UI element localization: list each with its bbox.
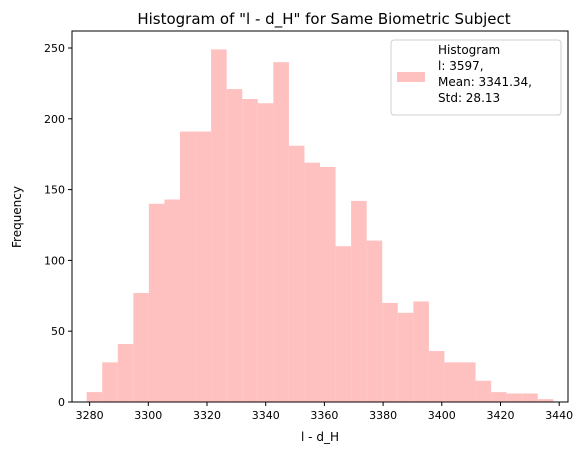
histogram-bar-7 <box>180 131 196 403</box>
y-axis-ticks: 0 50 100 150 200 250 <box>44 42 72 409</box>
histogram-bar-25 <box>460 362 476 402</box>
histogram-bar-22 <box>413 301 429 402</box>
histogram-bar-26 <box>475 380 492 402</box>
y-tick-label: 50 <box>51 325 65 338</box>
x-tick-label: 3320 <box>193 409 221 422</box>
histogram-bar-29 <box>522 393 538 402</box>
x-tick-label: 3400 <box>428 409 456 422</box>
legend-swatch <box>397 72 425 82</box>
histogram-bar-10 <box>226 89 243 402</box>
x-tick-label: 3380 <box>369 409 397 422</box>
histogram-bar-18 <box>351 200 367 402</box>
histogram-bar-13 <box>273 62 289 403</box>
y-tick-label: 250 <box>44 42 65 55</box>
bars-layer <box>86 49 554 403</box>
histogram-bar-27 <box>491 392 507 402</box>
y-tick-label: 100 <box>44 254 65 267</box>
histogram-bar-1 <box>86 392 103 402</box>
x-tick-label: 3300 <box>134 409 162 422</box>
legend-line-1: Histogram <box>438 43 500 57</box>
histogram-bar-16 <box>320 166 336 402</box>
histogram-bar-4 <box>133 292 149 402</box>
histogram-bar-20 <box>382 302 398 402</box>
histogram-bar-21 <box>397 312 414 402</box>
y-tick-label: 150 <box>44 184 65 197</box>
histogram-bar-28 <box>506 393 523 402</box>
histogram-bar-6 <box>164 199 181 402</box>
histogram-bar-8 <box>195 131 212 403</box>
legend: Histogram l: 3597, Mean: 3341.34, Std: 2… <box>390 39 562 116</box>
histogram-bar-15 <box>304 162 320 402</box>
y-tick-label: 200 <box>44 113 65 126</box>
histogram-bar-9 <box>211 49 227 402</box>
histogram-bar-3 <box>117 343 134 402</box>
chart-title: Histogram of "l - d_H" for Same Biometri… <box>137 10 510 29</box>
x-tick-label: 3420 <box>486 409 514 422</box>
histogram-bar-11 <box>242 98 258 402</box>
histogram-bar-30 <box>537 399 554 402</box>
x-tick-label: 3440 <box>545 409 573 422</box>
histogram-bar-5 <box>148 203 165 402</box>
histogram-bar-23 <box>428 351 445 402</box>
legend-line-4: Std: 28.13 <box>438 91 500 105</box>
x-tick-label: 3340 <box>252 409 280 422</box>
histogram-bar-17 <box>335 246 352 402</box>
legend-line-2: l: 3597, <box>438 59 484 73</box>
histogram-bar-2 <box>102 362 118 402</box>
histogram-bar-14 <box>288 145 305 402</box>
y-tick-label: 0 <box>58 396 65 409</box>
x-axis-label: l - d_H <box>301 430 339 444</box>
x-tick-label: 3280 <box>76 409 104 422</box>
x-axis-ticks: 3280 3300 3320 3340 3360 3380 3400 3420 3440 <box>76 402 573 422</box>
x-tick-label: 3360 <box>310 409 338 422</box>
histogram-bar-12 <box>257 103 274 402</box>
legend-line-3: Mean: 3341.34, <box>438 75 532 89</box>
histogram-bar-24 <box>444 362 460 402</box>
plot-frame <box>71 30 569 403</box>
y-axis-label: Frequency <box>10 186 24 248</box>
histogram-bar-19 <box>366 240 383 402</box>
legend-box <box>390 39 562 116</box>
